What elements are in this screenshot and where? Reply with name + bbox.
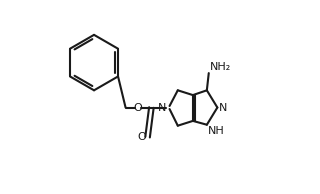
Text: N: N	[158, 102, 166, 113]
Text: NH₂: NH₂	[210, 62, 231, 72]
Text: O: O	[137, 132, 146, 142]
Text: N: N	[219, 102, 227, 113]
Text: O: O	[134, 102, 142, 113]
Text: NH: NH	[208, 126, 225, 136]
